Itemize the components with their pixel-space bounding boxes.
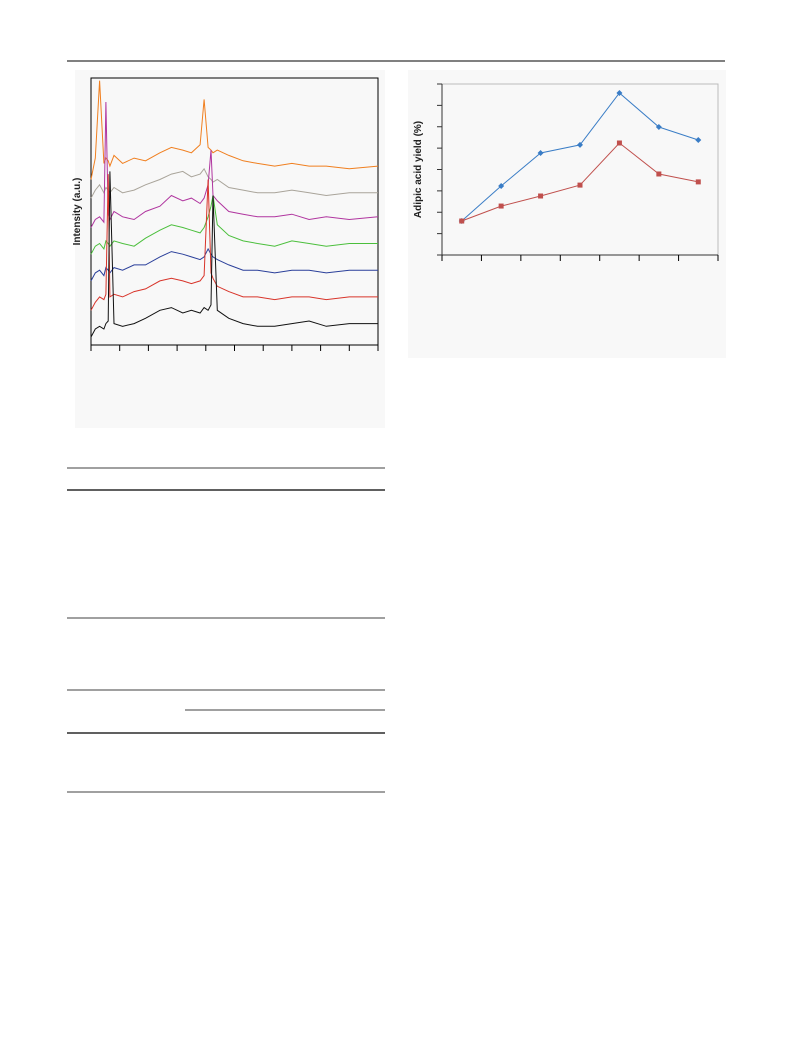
data-point bbox=[498, 182, 505, 189]
data-point bbox=[655, 123, 662, 130]
y-axis-label: Adipic acid yield (%) bbox=[413, 121, 424, 218]
data-line bbox=[90, 174, 378, 311]
data-point bbox=[577, 141, 583, 148]
data-point bbox=[498, 203, 504, 209]
data-line bbox=[90, 80, 379, 180]
data-point bbox=[656, 171, 662, 177]
table-rules bbox=[67, 467, 385, 793]
data-point bbox=[577, 182, 583, 188]
data-point bbox=[695, 137, 702, 144]
data-point bbox=[459, 218, 465, 224]
data-line bbox=[90, 195, 378, 255]
data-point bbox=[616, 140, 622, 146]
figure-left-bg bbox=[75, 70, 385, 428]
y-axis-label: Intensity (a.u.) bbox=[72, 178, 83, 246]
data-point bbox=[616, 89, 623, 96]
figure-right-bg bbox=[408, 70, 726, 358]
data-point bbox=[695, 179, 701, 185]
data-line bbox=[90, 171, 378, 338]
data-line bbox=[90, 247, 378, 282]
data-point bbox=[538, 193, 544, 199]
data-point bbox=[537, 150, 544, 157]
